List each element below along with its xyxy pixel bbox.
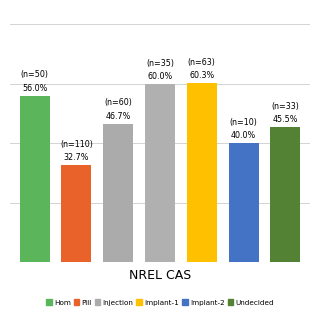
Text: (n=110): (n=110) [60, 140, 93, 149]
Bar [20, 96, 50, 262]
Text: 60.3%: 60.3% [189, 71, 214, 80]
Text: 56.0%: 56.0% [22, 84, 47, 93]
Text: 46.7%: 46.7% [106, 112, 131, 121]
Bar [103, 124, 133, 262]
Text: 40.0%: 40.0% [231, 132, 256, 140]
Text: 45.5%: 45.5% [273, 115, 298, 124]
Text: (n=35): (n=35) [146, 59, 174, 68]
Bar [270, 127, 300, 262]
Text: 32.7%: 32.7% [64, 153, 89, 162]
Bar [228, 143, 259, 262]
Text: 60.0%: 60.0% [148, 72, 172, 81]
Text: (n=63): (n=63) [188, 58, 216, 67]
Text: (n=33): (n=33) [271, 102, 299, 111]
Legend: Hom, Pill, Injection, Implant-1, Implant-2, Undecided: Hom, Pill, Injection, Implant-1, Implant… [43, 296, 277, 308]
Text: (n=50): (n=50) [21, 70, 49, 79]
Bar [145, 84, 175, 262]
Text: (n=60): (n=60) [104, 98, 132, 107]
Text: (n=10): (n=10) [230, 118, 258, 127]
Bar [61, 165, 92, 262]
Bar [187, 83, 217, 262]
X-axis label: NREL CAS: NREL CAS [129, 269, 191, 282]
